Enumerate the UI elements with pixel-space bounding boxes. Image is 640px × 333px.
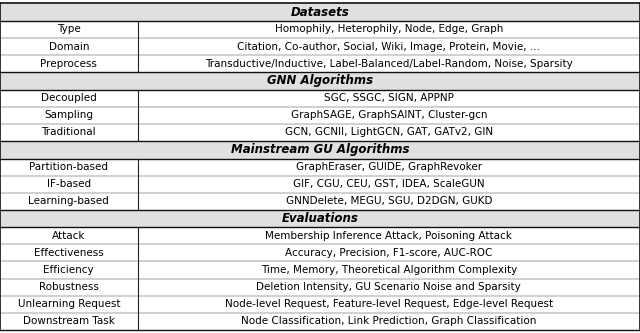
Text: SGC, SSGC, SIGN, APPNP: SGC, SSGC, SIGN, APPNP	[324, 93, 454, 103]
Text: Accuracy, Precision, F1-score, AUC-ROC: Accuracy, Precision, F1-score, AUC-ROC	[285, 248, 493, 258]
Text: Decoupled: Decoupled	[41, 93, 97, 103]
Bar	[0, 21, 640, 72]
Text: Sampling: Sampling	[44, 110, 93, 120]
Bar	[0, 3, 640, 21]
Text: GCN, GCNII, LightGCN, GAT, GATv2, GIN: GCN, GCNII, LightGCN, GAT, GATv2, GIN	[285, 128, 493, 138]
Bar	[0, 141, 640, 159]
Text: Preprocess: Preprocess	[40, 59, 97, 69]
Text: Partition-based: Partition-based	[29, 162, 108, 172]
Bar	[0, 159, 640, 210]
Text: Evaluations: Evaluations	[282, 212, 358, 225]
Text: GIF, CGU, CEU, GST, IDEA, ScaleGUN: GIF, CGU, CEU, GST, IDEA, ScaleGUN	[293, 179, 484, 189]
Text: GNNDelete, MEGU, SGU, D2DGN, GUKD: GNNDelete, MEGU, SGU, D2DGN, GUKD	[285, 196, 492, 206]
Bar	[0, 90, 640, 141]
Text: GraphSAGE, GraphSAINT, Cluster-gcn: GraphSAGE, GraphSAINT, Cluster-gcn	[291, 110, 487, 120]
Text: Time, Memory, Theoretical Algorithm Complexity: Time, Memory, Theoretical Algorithm Comp…	[260, 265, 517, 275]
Text: Datasets: Datasets	[291, 6, 349, 19]
Text: Mainstream GU Algorithms: Mainstream GU Algorithms	[231, 143, 409, 156]
Text: Type: Type	[57, 25, 81, 35]
Text: Learning-based: Learning-based	[28, 196, 109, 206]
Text: Attack: Attack	[52, 231, 86, 241]
Text: Citation, Co-author, Social, Wiki, Image, Protein, Movie, ...: Citation, Co-author, Social, Wiki, Image…	[237, 42, 540, 52]
Text: GNN Algorithms: GNN Algorithms	[267, 75, 373, 88]
Text: Downstream Task: Downstream Task	[23, 316, 115, 326]
Text: Traditional: Traditional	[42, 128, 96, 138]
Text: Unlearning Request: Unlearning Request	[17, 299, 120, 309]
Bar	[0, 210, 640, 227]
Text: Robustness: Robustness	[39, 282, 99, 292]
Text: Deletion Intensity, GU Scenario Noise and Sparsity: Deletion Intensity, GU Scenario Noise an…	[257, 282, 521, 292]
Bar	[0, 227, 640, 330]
Text: Efficiency: Efficiency	[44, 265, 94, 275]
Bar	[0, 72, 640, 90]
Text: Domain: Domain	[49, 42, 89, 52]
Text: Node-level Request, Feature-level Request, Edge-level Request: Node-level Request, Feature-level Reques…	[225, 299, 553, 309]
Text: GraphEraser, GUIDE, GraphRevoker: GraphEraser, GUIDE, GraphRevoker	[296, 162, 482, 172]
Text: Transductive/Inductive, Label-Balanced/Label-Random, Noise, Sparsity: Transductive/Inductive, Label-Balanced/L…	[205, 59, 573, 69]
Text: Node Classification, Link Prediction, Graph Classification: Node Classification, Link Prediction, Gr…	[241, 316, 536, 326]
Text: Homophily, Heterophily, Node, Edge, Graph: Homophily, Heterophily, Node, Edge, Grap…	[275, 25, 503, 35]
Text: Effectiveness: Effectiveness	[34, 248, 104, 258]
Text: IF-based: IF-based	[47, 179, 91, 189]
Text: Membership Inference Attack, Poisoning Attack: Membership Inference Attack, Poisoning A…	[266, 231, 512, 241]
